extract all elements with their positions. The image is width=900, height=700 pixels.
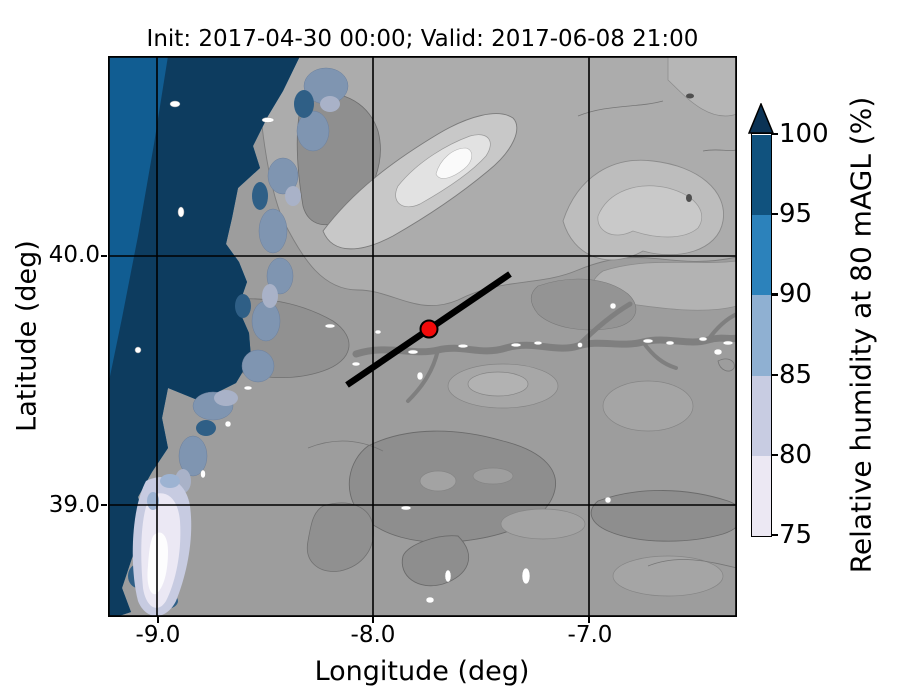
map-plot-area (108, 56, 737, 617)
coast-fringe-80-85 (175, 96, 340, 493)
ytick-mark (101, 255, 107, 258)
ytick-40: 40.0 (48, 242, 100, 268)
plot-title: Init: 2017-04-30 00:00; Valid: 2017-06-0… (146, 26, 699, 52)
colorbar-tick-label: 100 (779, 119, 829, 149)
colorbar-tick-label: 75 (779, 520, 813, 550)
colorbar-tick-mark (772, 453, 778, 456)
colorbar-tick-label: 90 (779, 279, 813, 310)
colorbar (751, 133, 772, 537)
ne-dark-specks (686, 93, 694, 202)
ocean-deep-region (108, 56, 300, 617)
xtick-neg9: -9.0 (135, 622, 181, 648)
xtick-mark (588, 617, 591, 623)
colorbar-segment (752, 375, 771, 456)
colorbar-extend-arrow-icon (748, 103, 774, 134)
contour-lines (307, 100, 737, 569)
terrain-light-south-patches (419, 363, 724, 597)
colorbar-tick-label: 85 (779, 359, 813, 390)
colorbar-segment (752, 135, 771, 216)
terrain-dark-se (590, 490, 737, 542)
ytick-39: 39.0 (48, 492, 100, 518)
grid-lines (108, 56, 737, 617)
colorbar-tick-mark (772, 373, 778, 376)
colorbar-segment (752, 455, 771, 536)
colorbar-tick-label: 80 (779, 439, 813, 470)
y-axis-label: Latitude (deg) (11, 240, 43, 432)
colorbar-tick-mark (772, 213, 778, 216)
xtick-neg7: -7.0 (567, 622, 613, 648)
colorbar-tick-label: 95 (779, 199, 813, 230)
colorbar-arrow-shape (748, 103, 774, 134)
axes-frame (108, 56, 737, 617)
terrain-dark-sw-patch (306, 502, 374, 572)
terrain-dark-south-lobe (401, 535, 470, 587)
terrain-peak-white (435, 147, 473, 179)
xtick-mark (157, 617, 160, 623)
colorbar-segment (752, 295, 771, 376)
terrain-ne-light-inner (597, 185, 703, 238)
colorbar-label: Relative humidity at 80 mAGL (%) (844, 96, 878, 574)
ytick-mark (101, 504, 107, 507)
colorbar-tick-mark (772, 293, 778, 296)
white-spots (134, 100, 734, 604)
xtick-neg8: -8.0 (350, 622, 396, 648)
colorbar-tick-mark (772, 534, 778, 537)
map-canvas (108, 56, 737, 617)
poi-marker (419, 319, 439, 339)
colorbar-segment (752, 215, 771, 296)
colorbar-tick-mark (772, 133, 778, 136)
xtick-mark (372, 617, 375, 623)
x-axis-label: Longitude (deg) (314, 656, 530, 687)
